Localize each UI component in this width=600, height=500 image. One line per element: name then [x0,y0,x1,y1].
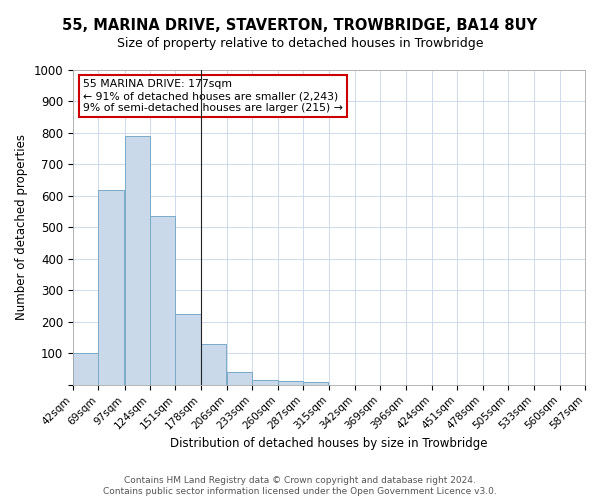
Text: 55, MARINA DRIVE, STAVERTON, TROWBRIDGE, BA14 8UY: 55, MARINA DRIVE, STAVERTON, TROWBRIDGE,… [62,18,538,32]
Bar [253,380,278,385]
Text: 55 MARINA DRIVE: 177sqm
← 91% of detached houses are smaller (2,243)
9% of semi-: 55 MARINA DRIVE: 177sqm ← 91% of detache… [83,80,343,112]
Bar [125,136,150,385]
Bar [150,216,175,385]
Bar [73,354,98,385]
Bar [200,344,226,385]
Y-axis label: Number of detached properties: Number of detached properties [15,134,28,320]
Text: Contains public sector information licensed under the Open Government Licence v3: Contains public sector information licen… [103,487,497,496]
Bar [175,314,200,385]
X-axis label: Distribution of detached houses by size in Trowbridge: Distribution of detached houses by size … [170,437,488,450]
Text: Size of property relative to detached houses in Trowbridge: Size of property relative to detached ho… [117,38,483,51]
Bar [227,372,253,385]
Bar [98,190,124,385]
Text: Contains HM Land Registry data © Crown copyright and database right 2024.: Contains HM Land Registry data © Crown c… [124,476,476,485]
Bar [303,382,328,385]
Bar [278,381,303,385]
